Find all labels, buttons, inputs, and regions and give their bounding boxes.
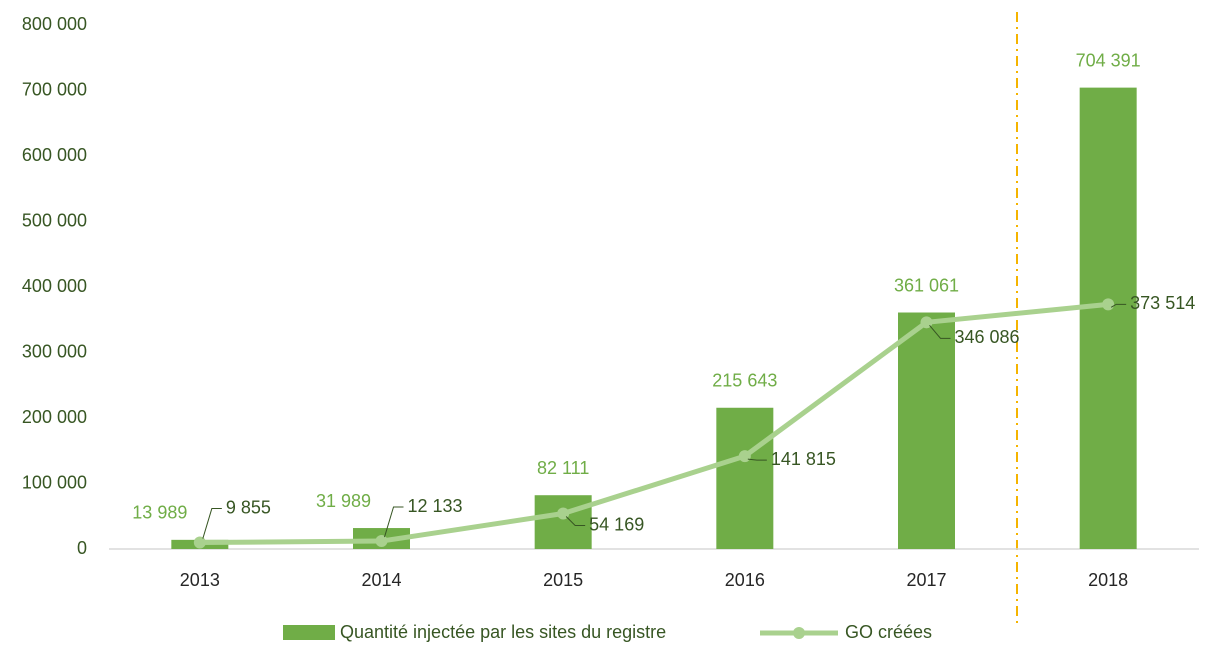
bar-value-label: 82 111 <box>537 458 589 478</box>
y-tick-label: 800 000 <box>22 14 87 34</box>
bar <box>534 495 592 549</box>
y-tick-label: 500 000 <box>22 210 87 230</box>
leader-line <box>202 508 222 539</box>
y-tick-label: 200 000 <box>22 407 87 427</box>
leader-line <box>565 516 586 527</box>
x-tick-label: 2016 <box>725 570 765 590</box>
bar <box>898 312 955 549</box>
bar <box>1079 87 1137 549</box>
bar-value-label: 13 989 <box>132 503 187 523</box>
line-point <box>193 536 206 549</box>
bar-value-label: 704 391 <box>1076 50 1141 70</box>
line <box>199 301 1109 546</box>
x-tick-label: 2015 <box>543 570 583 590</box>
leader-line <box>384 506 404 538</box>
bar-value-label: 361 061 <box>894 275 959 295</box>
line-value-label: 346 086 <box>955 327 1020 347</box>
leader-line <box>1110 303 1127 308</box>
bar-value-label: 31 989 <box>316 491 371 511</box>
line-point <box>375 535 388 548</box>
leader-line <box>747 458 767 461</box>
x-tick-label: 2013 <box>180 570 220 590</box>
x-tick-label: 2014 <box>361 570 401 590</box>
y-tick-label: 600 000 <box>22 145 87 165</box>
y-tick-label: 100 000 <box>22 472 87 492</box>
leader-line <box>929 324 951 339</box>
line-value-label: 373 514 <box>1130 293 1195 313</box>
line-value-label: 12 133 <box>408 496 463 516</box>
y-tick-label: 300 000 <box>22 341 87 361</box>
legend-swatch <box>283 625 335 640</box>
line-point <box>738 450 751 463</box>
x-tick-label: 2017 <box>906 570 946 590</box>
legend-label: Quantité injectée par les sites du regis… <box>340 622 666 642</box>
bar <box>716 407 774 549</box>
line-value-label: 54 169 <box>589 514 644 534</box>
y-tick-label: 400 000 <box>22 276 87 296</box>
line-value-label: 9 855 <box>226 497 271 517</box>
bar-value-label: 215 643 <box>712 371 777 391</box>
line-value-label: 141 815 <box>771 449 836 469</box>
legend-label: GO créées <box>845 622 932 642</box>
legend-swatch <box>793 627 805 639</box>
x-tick-label: 2018 <box>1088 570 1128 590</box>
y-tick-label: 700 000 <box>22 79 87 99</box>
line-point <box>1102 298 1115 311</box>
y-tick-label: 0 <box>77 538 87 558</box>
